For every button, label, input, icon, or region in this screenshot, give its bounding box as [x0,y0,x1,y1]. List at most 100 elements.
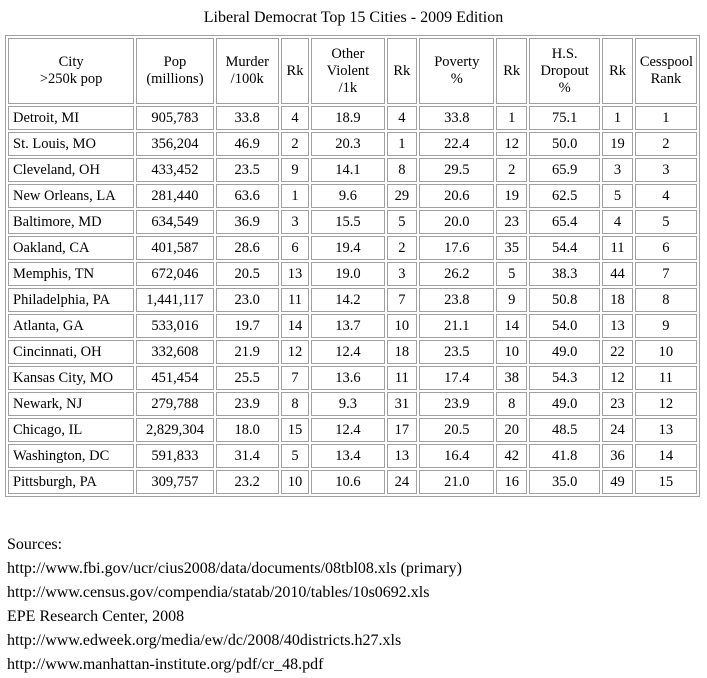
cell-poverty: 17.6 [419,236,495,260]
cell-murder-rank: 2 [280,132,310,156]
cell-other-violent: 19.0 [311,262,385,286]
cell-cesspool-rank: 13 [634,418,697,442]
cell-city: Philadelphia, PA [8,288,135,312]
table-row: Cleveland, OH 433,452 23.5 9 14.1 8 29.5… [8,158,697,182]
cell-cesspool-rank: 9 [634,314,697,338]
cell-cesspool-rank: 14 [634,444,697,468]
cell-poverty: 20.6 [419,184,495,208]
cell-dropout-rank: 13 [602,314,633,338]
cell-cesspool-rank: 2 [634,132,697,156]
cell-murder-rank: 13 [280,262,310,286]
cell-violent-rank: 8 [386,158,418,182]
cell-violent-rank: 1 [386,132,418,156]
cell-cesspool-rank: 10 [634,340,697,364]
cell-poverty-rank: 35 [496,236,527,260]
cell-poverty-rank: 19 [496,184,527,208]
header-poverty-rank: Rk [496,38,527,104]
cell-other-violent: 13.4 [311,444,385,468]
cell-dropout-rank: 1 [602,106,633,130]
header-violent-rank: Rk [386,38,418,104]
cell-poverty: 23.5 [419,340,495,364]
cell-poverty: 23.8 [419,288,495,312]
cell-cesspool-rank: 8 [634,288,697,312]
table-row: Philadelphia, PA 1,441,117 23.0 11 14.2 … [8,288,697,312]
table-row: St. Louis, MO 356,204 46.9 2 20.3 1 22.4… [8,132,697,156]
cell-city: Cincinnati, OH [8,340,135,364]
table-row: Kansas City, MO 451,454 25.5 7 13.6 11 1… [8,366,697,390]
cell-poverty: 33.8 [419,106,495,130]
table-row: Baltimore, MD 634,549 36.9 3 15.5 5 20.0… [8,210,697,234]
cell-other-violent: 12.4 [311,418,385,442]
cell-pop: 401,587 [136,236,214,260]
cell-pop: 533,016 [136,314,214,338]
cell-cesspool-rank: 1 [634,106,697,130]
cell-murder-rank: 15 [280,418,310,442]
cell-dropout: 65.4 [529,210,601,234]
cell-murder: 28.6 [215,236,279,260]
source-line: http://www.fbi.gov/ucr/cius2008/data/doc… [7,560,462,577]
cell-dropout: 38.3 [529,262,601,286]
cell-dropout: 54.3 [529,366,601,390]
cell-dropout-rank: 11 [602,236,633,260]
cell-dropout-rank: 12 [602,366,633,390]
cell-dropout: 75.1 [529,106,601,130]
cell-poverty: 16.4 [419,444,495,468]
cell-murder-rank: 4 [280,106,310,130]
cell-pop: 433,452 [136,158,214,182]
cell-city: Cleveland, OH [8,158,135,182]
cell-murder: 36.9 [215,210,279,234]
cell-city: Newark, NJ [8,392,135,416]
cell-pop: 591,833 [136,444,214,468]
cell-murder-rank: 5 [280,444,310,468]
cell-dropout-rank: 18 [602,288,633,312]
cell-poverty: 21.0 [419,470,495,494]
source-line: http://www.edweek.org/media/ew/dc/2008/4… [7,632,402,649]
cell-pop: 309,757 [136,470,214,494]
cell-murder-rank: 14 [280,314,310,338]
sources-heading: Sources: [7,536,63,553]
table-row: Detroit, MI 905,783 33.8 4 18.9 4 33.8 1… [8,106,697,130]
cell-city: Oakland, CA [8,236,135,260]
cell-poverty: 21.1 [419,314,495,338]
cell-city: Memphis, TN [8,262,135,286]
cell-other-violent: 12.4 [311,340,385,364]
cell-violent-rank: 5 [386,210,418,234]
cell-poverty-rank: 42 [496,444,527,468]
cell-poverty: 17.4 [419,366,495,390]
cell-dropout-rank: 19 [602,132,633,156]
cell-violent-rank: 24 [386,470,418,494]
cell-dropout: 50.0 [529,132,601,156]
cell-murder-rank: 1 [280,184,310,208]
cell-violent-rank: 11 [386,366,418,390]
cell-pop: 1,441,117 [136,288,214,312]
cities-table: City >250k pop Pop (millions) Murder /10… [5,35,700,497]
cell-murder: 46.9 [215,132,279,156]
cell-poverty-rank: 8 [496,392,527,416]
header-city: City >250k pop [8,38,135,104]
cell-poverty-rank: 38 [496,366,527,390]
cell-pop: 451,454 [136,366,214,390]
cell-violent-rank: 4 [386,106,418,130]
cell-poverty-rank: 1 [496,106,527,130]
cell-murder: 31.4 [215,444,279,468]
cell-pop: 905,783 [136,106,214,130]
cell-murder: 63.6 [215,184,279,208]
cell-murder-rank: 7 [280,366,310,390]
cell-poverty: 23.9 [419,392,495,416]
cell-other-violent: 9.6 [311,184,385,208]
cell-poverty: 26.2 [419,262,495,286]
cell-city: Chicago, IL [8,418,135,442]
cell-poverty: 22.4 [419,132,495,156]
cell-city: St. Louis, MO [8,132,135,156]
cell-dropout-rank: 4 [602,210,633,234]
header-dropout-rank: Rk [602,38,633,104]
cell-pop: 332,608 [136,340,214,364]
source-line: EPE Research Center, 2008 [7,608,185,625]
cell-dropout: 48.5 [529,418,601,442]
cell-city: Detroit, MI [8,106,135,130]
cell-dropout-rank: 36 [602,444,633,468]
cell-cesspool-rank: 4 [634,184,697,208]
cell-violent-rank: 29 [386,184,418,208]
cell-poverty-rank: 14 [496,314,527,338]
cell-murder-rank: 6 [280,236,310,260]
